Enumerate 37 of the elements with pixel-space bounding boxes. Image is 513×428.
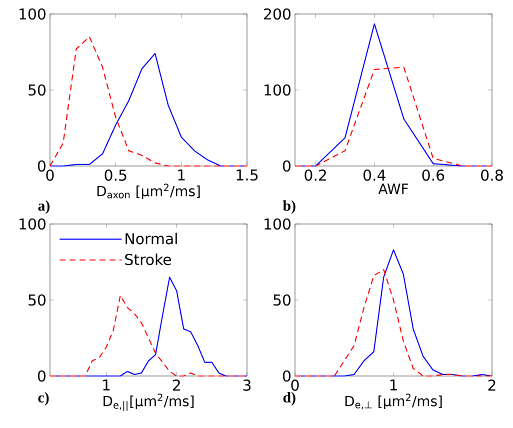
y-tick-label: 200 — [264, 8, 290, 20]
x-tick-label: 0.6 — [422, 170, 444, 181]
text: b) — [282, 200, 296, 214]
legend-label: Stroke — [125, 254, 172, 266]
y-tick-label: 100 — [264, 218, 290, 230]
y-tick-label: 0 — [282, 370, 290, 382]
y-tick-label: 0 — [282, 160, 290, 172]
x-tick-label: 1 — [390, 380, 397, 390]
x-tick-label: 0.8 — [481, 170, 503, 181]
y-tick-label: 0 — [38, 160, 46, 172]
x-tick-label: 2 — [488, 380, 496, 391]
x-tick-label: 0 — [291, 380, 299, 391]
text: c) — [38, 392, 49, 406]
legend-label: Normal — [126, 232, 177, 244]
line-series — [294, 66, 493, 167]
x-axis-title: AWF — [378, 184, 408, 194]
x-tick-label: 1 — [178, 170, 185, 180]
y-tick-label: 50 — [28, 294, 46, 306]
y-tick-label: 100 — [264, 84, 290, 96]
x-tick-label: 3 — [243, 380, 251, 391]
x-tick-label: 0.4 — [363, 170, 386, 181]
y-tick-label: 100 — [20, 8, 46, 20]
x-axis-title: D$_{e,||}$[μm$^{2}$/ms] — [104, 394, 194, 411]
text: d) — [283, 392, 296, 406]
x-tick-label: 0.2 — [304, 170, 326, 181]
text: a) — [38, 200, 50, 214]
x-tick-label: 1 — [103, 380, 110, 390]
x-tick-label: 1.5 — [236, 170, 258, 181]
y-tick-label: 50 — [28, 84, 46, 96]
x-tick-label: 2 — [172, 380, 180, 391]
x-tick-label: 0.5 — [104, 170, 126, 181]
x-axis-title: D$_{e,⊥}$ [μm$^{2}$/ms] — [345, 394, 442, 410]
x-tick-label: 0 — [46, 170, 54, 181]
y-tick-label: 100 — [20, 218, 46, 230]
x-axis-title: D$_{axon}$ [μm$^{2}$/ms] — [97, 184, 200, 200]
y-tick-label: 0 — [38, 370, 46, 382]
y-tick-label: 50 — [274, 294, 290, 306]
